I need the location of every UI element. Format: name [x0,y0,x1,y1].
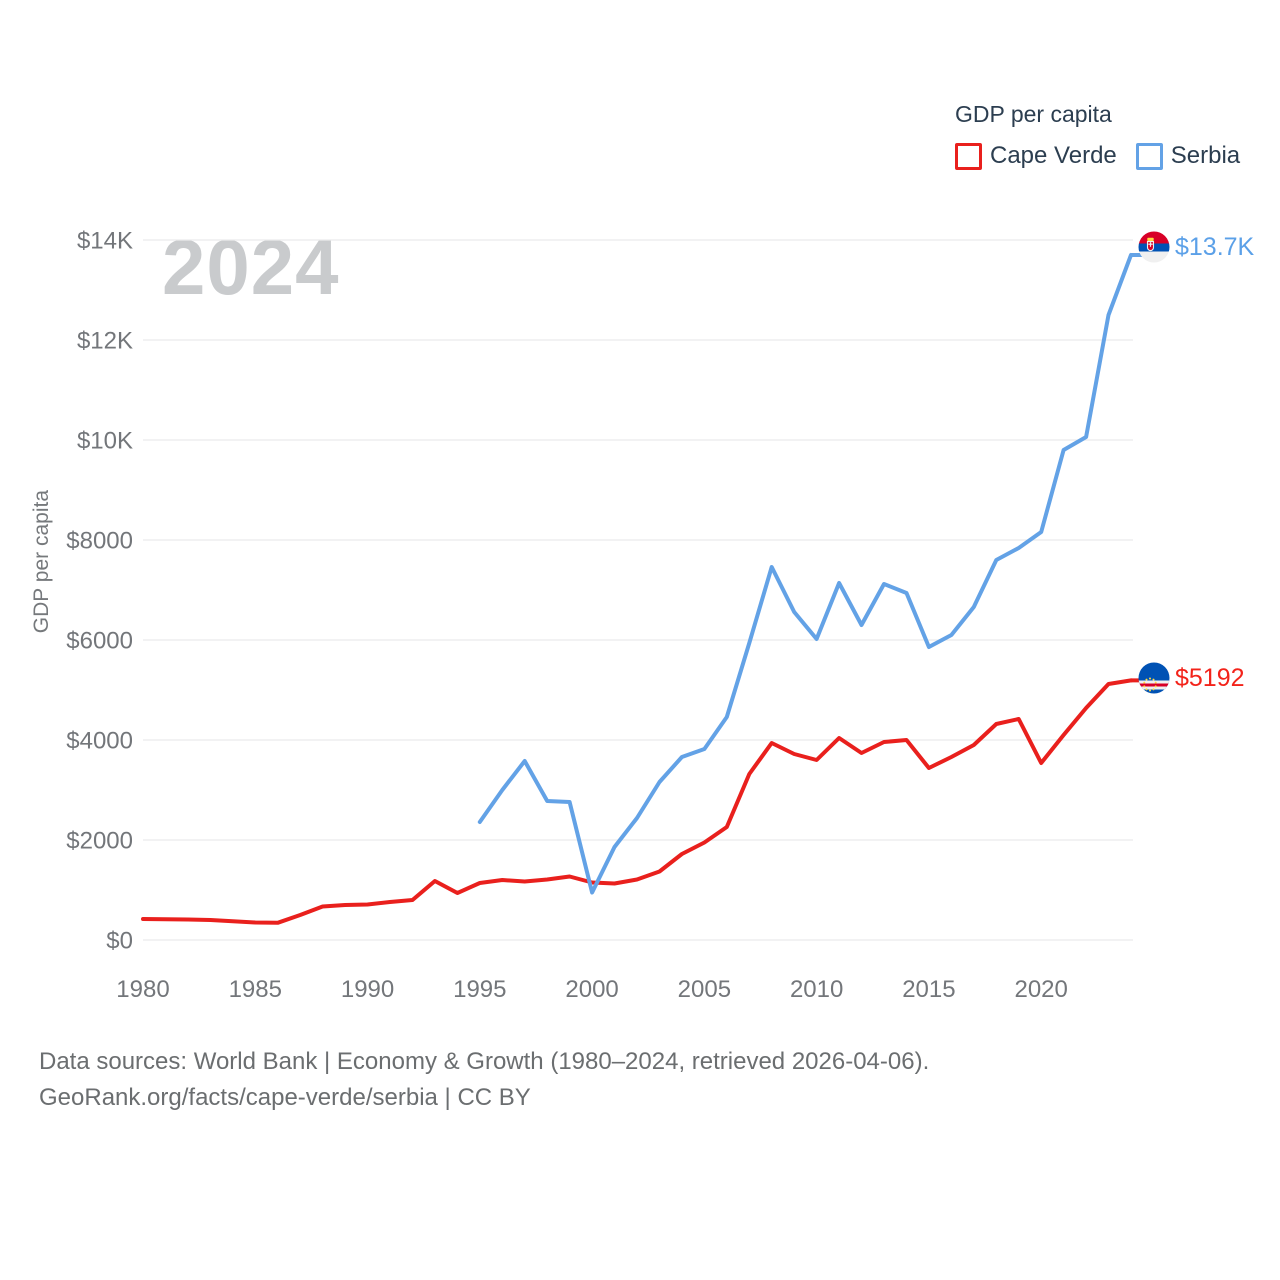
y-tick-label: $8000 [66,528,133,555]
legend-label-serbia: Serbia [1170,142,1241,169]
x-tick-label: 1985 [229,976,282,1003]
watermark-year: 2024 [162,223,340,311]
x-tick-label: 2015 [902,976,955,1003]
legend-label-cape-verde: Cape Verde [990,142,1117,169]
legend-entry-cape-verde[interactable]: Cape Verde [955,142,1117,170]
serbia-end-value-label: $13.7K [1175,233,1255,261]
x-tick-label: 1980 [116,976,169,1003]
serbia-legend-swatch[interactable] [1135,142,1163,170]
y-tick-label: $2000 [66,828,133,855]
legend: GDP per capita Cape Verde Serbia [955,101,1240,170]
x-tick-label: 1995 [453,976,506,1003]
x-tick-label: 2010 [790,976,843,1003]
cape-verde-end-value-label: $5192 [1175,664,1245,692]
y-tick-label: $14K [77,228,133,255]
x-tick-label: 1990 [341,976,394,1003]
legend-entries: Cape Verde Serbia [955,142,1240,170]
y-tick-label: $10K [77,428,133,455]
footer-attribution: Data sources: World Bank | Economy & Gro… [39,1044,1239,1116]
y-tick-label: $12K [77,328,133,355]
x-tick-label: 2000 [565,976,618,1003]
cape-verde-legend-swatch[interactable] [955,142,982,170]
legend-entry-serbia[interactable]: Serbia [1117,142,1240,170]
y-tick-label: $6000 [66,628,133,655]
serbia-flag-icon [1138,231,1170,263]
x-tick-label: 2020 [1014,976,1067,1003]
series-line-serbia [477,253,1133,895]
georank-url-line: GeoRank.org/facts/cape-verde/serbia | CC… [39,1084,531,1111]
y-tick-label: $4000 [66,728,133,755]
y-tick-label: $0 [106,928,133,955]
series-line-cape-verde [141,678,1133,925]
x-tick-label: 2005 [678,976,731,1003]
cape-verde-flag-icon [1138,662,1170,694]
chart-title: GDP per capita [955,101,1112,127]
data-sources-line: Data sources: World Bank | Economy & Gro… [39,1048,930,1075]
